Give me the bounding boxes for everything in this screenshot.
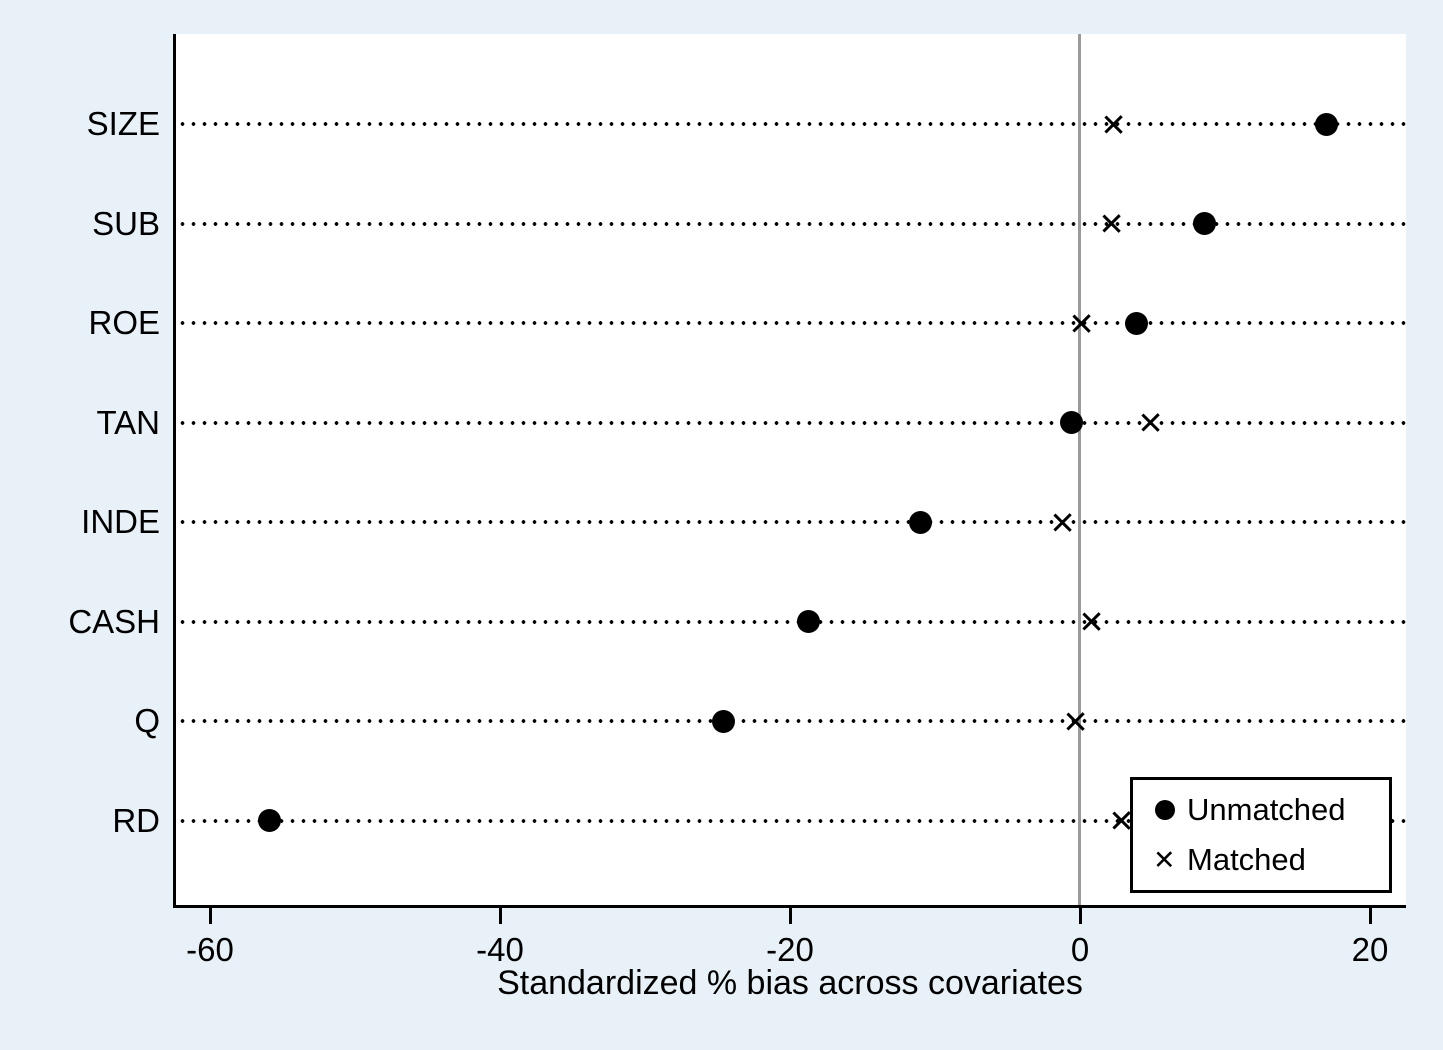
unmatched-point [1125, 311, 1149, 335]
unmatched-circle-marker-icon [1153, 798, 1187, 822]
unmatched-point [797, 610, 821, 633]
unmatched-point [257, 809, 281, 832]
unmatched-point [1193, 212, 1217, 235]
unmatched-point [711, 709, 735, 733]
legend: Unmatched Matched [1130, 777, 1392, 893]
category-label: TAN [96, 403, 160, 441]
matched-point [1054, 514, 1071, 531]
legend-label-matched: Matched [1187, 842, 1306, 877]
matched-point [1103, 215, 1120, 232]
category-label: RD [112, 801, 160, 839]
unmatched-point [1315, 112, 1338, 136]
x-tick-label: 20 [1351, 931, 1389, 968]
unmatched-point [909, 510, 932, 534]
x-tick-label: -20 [766, 931, 814, 968]
legend-label-unmatched: Unmatched [1187, 792, 1346, 827]
category-label: Q [134, 702, 160, 739]
dotted-gridline [177, 619, 1407, 624]
dotted-gridline [177, 420, 1407, 425]
dotted-gridline [177, 321, 1407, 325]
dotted-gridline [177, 221, 1407, 226]
x-axis-tick [788, 907, 792, 924]
matched-point [1105, 116, 1122, 133]
matched-x-marker-icon [1153, 848, 1187, 872]
dotted-gridline [177, 719, 1407, 723]
zero-reference-line [1078, 34, 1081, 905]
category-label: INDE [81, 503, 160, 540]
x-axis-tick [1078, 907, 1082, 924]
x-axis-tick [208, 907, 212, 924]
category-label: CASH [68, 602, 160, 640]
x-axis-tick [1368, 907, 1372, 924]
category-label: SUB [92, 204, 160, 242]
x-axis-line [173, 905, 1406, 908]
category-label: SIZE [86, 105, 160, 142]
y-axis-line [173, 34, 176, 907]
matched-point [1067, 713, 1084, 730]
dotted-gridline [177, 520, 1407, 524]
matched-point [1143, 414, 1160, 431]
x-tick-label: 0 [1070, 931, 1090, 968]
legend-row-matched: Matched [1133, 840, 1389, 880]
matched-point [1083, 613, 1100, 630]
matched-point [1114, 812, 1131, 829]
matched-point [1073, 315, 1090, 332]
x-tick-label: -40 [476, 931, 524, 968]
plot-area [175, 34, 1406, 907]
x-axis-tick [498, 907, 502, 924]
unmatched-point [1059, 411, 1083, 434]
dotted-gridline [177, 122, 1407, 126]
legend-row-unmatched: Unmatched [1133, 790, 1389, 830]
dotted-gridline [177, 818, 1407, 823]
x-tick-label: -60 [186, 931, 234, 968]
x-axis-title: Standardized % bias across covariates [497, 964, 1083, 1002]
category-label: ROE [88, 304, 160, 341]
